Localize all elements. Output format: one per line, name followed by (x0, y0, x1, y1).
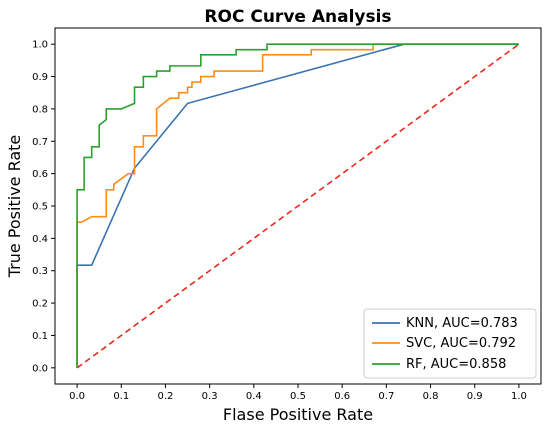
x-tick-label: 0.9 (467, 391, 483, 402)
x-tick-label: 0.0 (69, 391, 85, 402)
y-tick-label: 0.0 (32, 363, 48, 374)
y-tick-label: 0.4 (32, 234, 48, 245)
y-tick-label: 0.1 (32, 331, 48, 342)
x-tick-label: 0.4 (246, 391, 262, 402)
y-tick-label: 0.6 (32, 169, 48, 180)
svc-roc-line (76, 43, 519, 368)
y-tick-label: 0.8 (32, 104, 48, 115)
y-axis-label: True Positive Rate (5, 135, 24, 279)
y-tick-label: 0.5 (32, 202, 48, 213)
legend-label-knn: KNN, AUC=0.783 (406, 316, 518, 331)
x-axis-ticks: 0.0 0.1 0.2 0.3 0.4 0.5 0.6 0.7 0.8 0.9 1.0 (69, 384, 527, 402)
series-layer (76, 43, 520, 369)
legend-label-rf: RF, AUC=0.858 (406, 357, 506, 372)
y-tick-label: 0.3 (32, 266, 48, 277)
x-tick-label: 0.2 (158, 391, 174, 402)
y-tick-label: 0.9 (32, 72, 48, 83)
legend-box (363, 308, 537, 379)
x-tick-label: 0.8 (423, 391, 439, 402)
chance-diagonal-line (76, 43, 520, 369)
y-tick-label: 0.2 (32, 299, 48, 310)
y-axis-ticks: 0.0 0.1 0.2 0.3 0.4 0.5 0.6 0.7 0.8 0.9 1.0 (32, 40, 55, 374)
x-tick-label: 0.6 (334, 391, 350, 402)
legend: KNN, AUC=0.783 SVC, AUC=0.792 RF, AUC=0.… (363, 308, 537, 379)
x-tick-label: 0.3 (202, 391, 218, 402)
legend-label-svc: SVC, AUC=0.792 (406, 336, 516, 351)
x-tick-label: 0.1 (113, 391, 129, 402)
x-axis-label: Flase Positive Rate (223, 405, 373, 424)
y-tick-label: 1.0 (32, 40, 48, 51)
x-tick-label: 0.7 (378, 391, 394, 402)
y-tick-label: 0.7 (32, 137, 48, 148)
x-tick-label: 0.5 (290, 391, 306, 402)
chart-title: ROC Curve Analysis (204, 7, 391, 27)
x-tick-label: 1.0 (511, 391, 527, 402)
rf-roc-line (76, 43, 519, 368)
